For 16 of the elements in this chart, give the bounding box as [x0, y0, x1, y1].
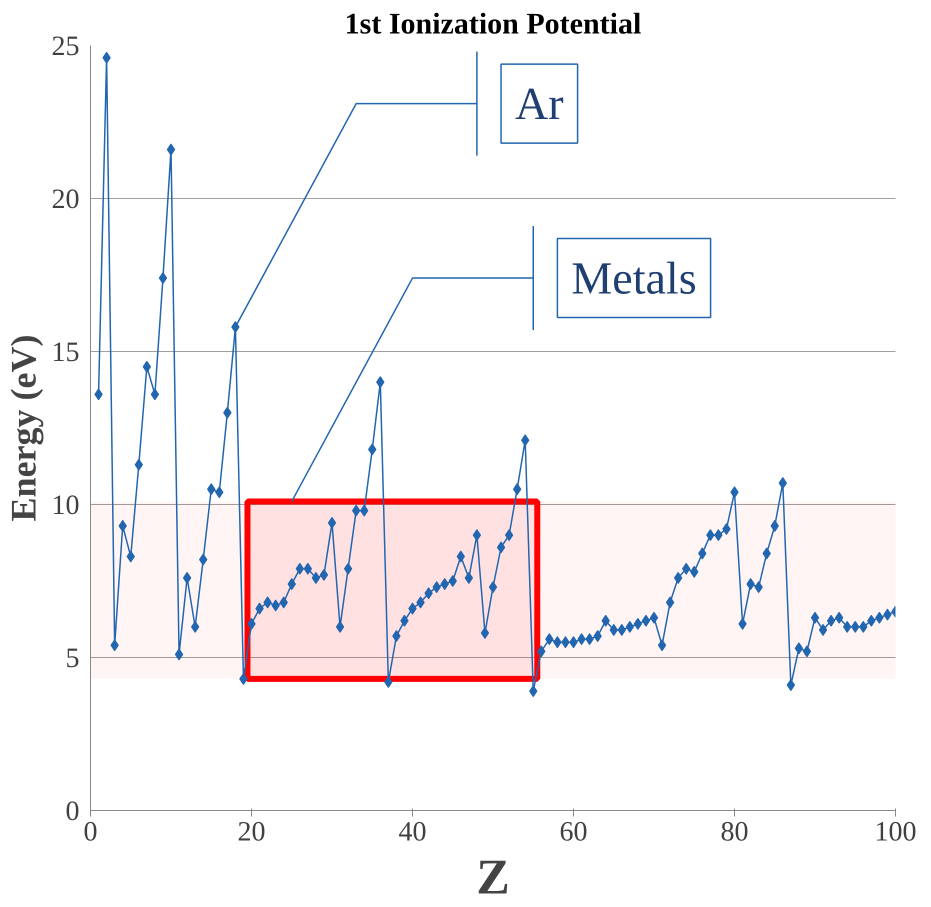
y-tick-label: 20: [52, 184, 80, 215]
x-tick-label: 80: [720, 816, 748, 848]
y-tick-label: 0: [66, 796, 80, 827]
annotation: Metals: [571, 252, 697, 304]
chart-title: 1st Ionization Potential: [344, 8, 642, 40]
y-tick-label: 10: [52, 490, 80, 521]
x-axis-title: Z: [476, 848, 510, 904]
y-tick-label: 25: [52, 31, 80, 62]
x-tick-label: 20: [238, 816, 266, 848]
x-tick-label: 40: [398, 816, 426, 848]
annotation: Ar: [515, 78, 564, 130]
y-tick-label: 5: [66, 643, 80, 674]
y-tick-label: 15: [52, 337, 80, 368]
x-tick-label: 60: [560, 816, 588, 848]
y-axis-title: Energy (eV): [4, 334, 44, 522]
x-tick-label: 100: [874, 816, 916, 848]
